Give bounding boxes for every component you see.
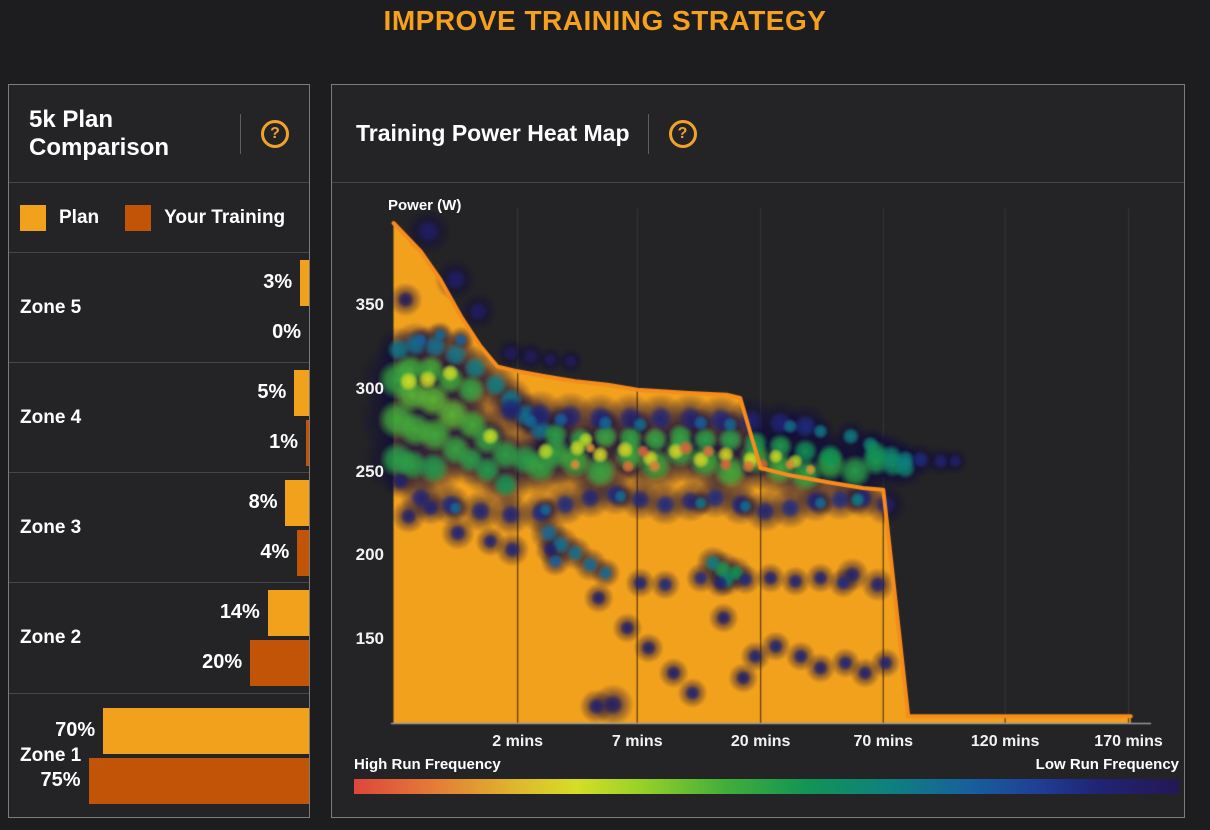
plan-legend-label: Plan [59, 206, 100, 228]
plan-pct-label: 3% [263, 271, 293, 294]
header-divider [240, 113, 241, 154]
y-tick-label: 250 [355, 462, 384, 481]
y-tick-label: 350 [355, 295, 384, 315]
heatmap-chart-area: Power (W) 350 300 250 200 150 2 mins 7 mins 20… [332, 85, 1184, 817]
frequency-gradient-bar [354, 779, 1179, 794]
plan-comparison-panel: 5k Plan Comparison ? Plan Your Training … [8, 84, 310, 818]
plan-pct-label: 5% [257, 381, 287, 404]
training-bar [306, 419, 309, 466]
zone-row-4: Zone 4 5% 1% [9, 363, 309, 474]
plan-bar [294, 369, 309, 416]
x-tick-label: 170 mins [1094, 733, 1163, 750]
page-title: IMPROVE TRAINING STRATEGY [383, 5, 827, 36]
training-pct-label: 4% [260, 541, 290, 564]
question-mark-glyph: ? [677, 124, 688, 142]
y-axis-title: Power (W) [388, 197, 462, 214]
zone-bars: Zone 5 3% 0% Zone 4 5% 1% Zone 3 8% 4% Z… [9, 253, 309, 818]
training-bar [250, 639, 309, 686]
heatmap-panel-title: Training Power Heat Map [356, 120, 630, 147]
low-frequency-label: Low Run Frequency [1035, 756, 1179, 773]
plan-pct-label: 8% [248, 491, 278, 514]
plan-swatch [20, 204, 46, 231]
comparison-panel-header: 5k Plan Comparison ? [9, 85, 309, 183]
high-frequency-label: High Run Frequency [354, 756, 501, 773]
x-tick-label: 70 mins [853, 733, 914, 750]
x-tick-label: 120 mins [970, 733, 1040, 750]
plan-bar [300, 259, 309, 306]
training-swatch [125, 204, 152, 231]
y-tick-label: 200 [355, 545, 384, 565]
plan-bar [103, 707, 309, 754]
plan-pct-label: 70% [55, 719, 96, 742]
zone-row-2: Zone 2 14% 20% [9, 583, 309, 694]
heatmap-canvas [332, 183, 1184, 731]
comparison-panel-title: 5k Plan Comparison [29, 105, 170, 161]
zone-label: Zone 4 [20, 406, 82, 428]
plan-pct-label: 14% [219, 601, 260, 624]
plan-bar [285, 479, 309, 526]
zone-row-1: Zone 1 70% 75% [9, 694, 309, 818]
heatmap-panel: Training Power Heat Map ? Power (W) 350 3… [331, 84, 1185, 818]
x-tick-label: 2 mins [492, 733, 543, 750]
help-icon[interactable]: ? [668, 119, 697, 148]
zone-label: Zone 5 [20, 296, 82, 318]
training-pct-label: 20% [202, 651, 243, 674]
zone-label: Zone 1 [20, 744, 82, 766]
training-pct-label: 0% [272, 321, 301, 344]
help-icon[interactable]: ? [261, 119, 289, 148]
x-tick-label: 7 mins [611, 733, 663, 750]
comparison-legend: Plan Your Training [9, 183, 309, 253]
training-bar [88, 757, 309, 804]
training-pct-label: 1% [269, 431, 299, 454]
training-legend-label: Your Training [164, 206, 286, 228]
question-mark-glyph: ? [270, 124, 280, 142]
zone-label: Zone 3 [20, 516, 82, 538]
zone-row-3: Zone 3 8% 4% [9, 473, 309, 584]
plan-bar [267, 589, 309, 636]
frequency-legend-labels: High Run Frequency Low Run Frequency [354, 756, 1179, 773]
header-divider [647, 113, 649, 154]
zone-label: Zone 2 [20, 626, 82, 648]
zone-row-5: Zone 5 3% 0% [9, 253, 309, 364]
x-tick-label: 20 mins [730, 733, 791, 750]
heatmap-panel-header: Training Power Heat Map ? [332, 85, 1184, 183]
y-tick-label: 300 [355, 378, 384, 398]
training-pct-label: 75% [40, 769, 81, 792]
training-bar [297, 529, 309, 576]
y-tick-label: 150 [355, 628, 384, 648]
